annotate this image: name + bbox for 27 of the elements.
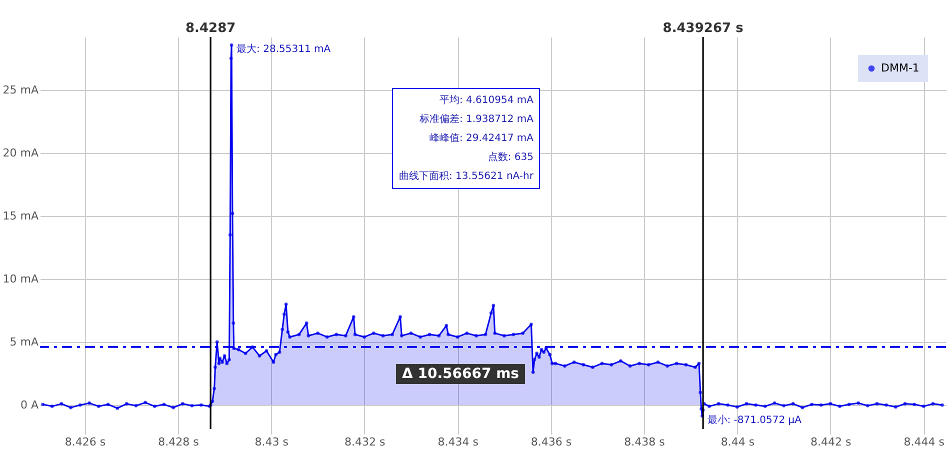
ref-line-label: 8.4287 bbox=[185, 21, 236, 36]
y-tick-label: 0 A bbox=[20, 398, 39, 412]
x-tick-label: 8.43 s bbox=[254, 436, 289, 448]
legend-label: DMM-1 bbox=[881, 62, 920, 74]
annotation: 标准偏差: 1.938712 mA bbox=[418, 112, 534, 127]
x-tick-label: 8.428 s bbox=[158, 436, 200, 448]
annotation: 最大: 28.55311 mA bbox=[236, 43, 331, 56]
x-tick-label: 8.444 s bbox=[904, 436, 945, 448]
annotation: 平均: 4.610954 mA bbox=[438, 94, 534, 108]
x-tick-label: 8.434 s bbox=[438, 436, 479, 448]
y-tick-label: 5 mA bbox=[10, 336, 39, 349]
x-tick-label: 8.432 s bbox=[344, 436, 386, 448]
annotation: 点数: 635 bbox=[486, 150, 534, 165]
annotation: Δ 10.56667 ms bbox=[396, 364, 526, 384]
annotation: 最小: -871.0572 µA bbox=[707, 414, 802, 426]
y-tick-label: 10 mA bbox=[2, 272, 39, 286]
x-tick-label: 8.426 s bbox=[64, 436, 106, 448]
annotation: 曲线下面积: 13.55621 nA-hr bbox=[399, 170, 534, 184]
y-tick-label: 25 mA bbox=[2, 83, 39, 96]
x-tick-label: 8.438 s bbox=[624, 436, 666, 448]
ref-line-label: 8.439267 s bbox=[662, 21, 744, 36]
x-tick-label: 8.442 s bbox=[810, 436, 852, 448]
x-tick-label: 8.436 s bbox=[530, 436, 572, 448]
x-tick-label: 8.44 s bbox=[720, 436, 755, 448]
annotation: 峰峰值: 29.42417 mA bbox=[428, 132, 534, 146]
y-tick-label: 15 mA bbox=[2, 209, 39, 222]
y-tick-label: 20 mA bbox=[2, 146, 39, 160]
